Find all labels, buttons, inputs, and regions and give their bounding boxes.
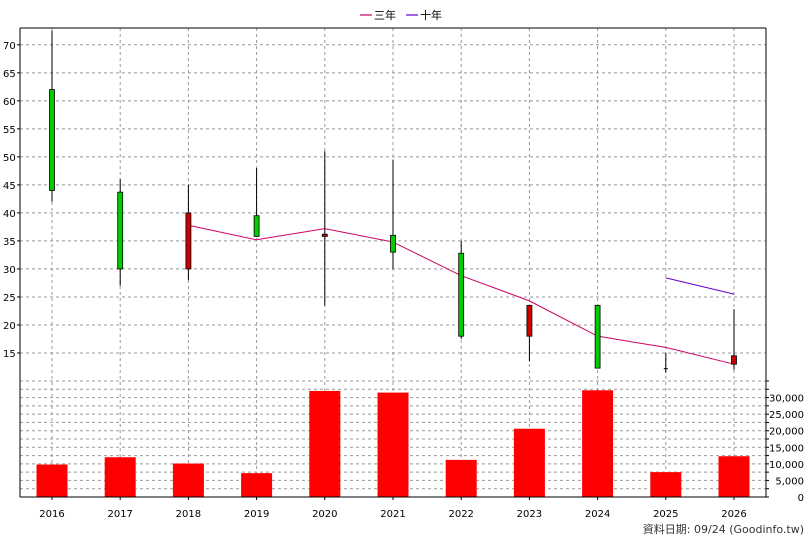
candle-body bbox=[253, 215, 260, 237]
year-tick-label: 2023 bbox=[517, 509, 542, 520]
volume-bar bbox=[309, 390, 341, 497]
candle-body bbox=[185, 212, 192, 270]
candle-body bbox=[731, 355, 737, 365]
volume-bar bbox=[582, 390, 614, 497]
price-tick-label: 50 bbox=[3, 153, 16, 164]
price-tick-label: 30 bbox=[3, 265, 16, 276]
candle-body bbox=[594, 304, 601, 369]
volume-tick-label: 15,000 bbox=[769, 443, 804, 454]
volume-tick-label: 30,000 bbox=[769, 394, 804, 405]
year-tick-label: 2020 bbox=[312, 509, 337, 520]
volume-bars bbox=[36, 390, 750, 497]
candle-body bbox=[390, 234, 396, 253]
ma-line bbox=[665, 277, 735, 295]
volume-bar bbox=[104, 457, 136, 497]
price-tick-label: 65 bbox=[3, 69, 16, 80]
source-date-label: 資料日期: 09/24 (Goodinfo.tw) bbox=[643, 522, 804, 536]
volume-bar bbox=[445, 459, 477, 497]
price-tick-label: 40 bbox=[3, 209, 16, 220]
candle-body bbox=[49, 89, 55, 191]
volume-tick-label: 5,000 bbox=[775, 476, 804, 487]
volume-bar bbox=[241, 473, 273, 497]
candle-body bbox=[458, 252, 465, 337]
year-tick-label: 2022 bbox=[448, 509, 473, 520]
volume-bar bbox=[172, 463, 204, 497]
price-tick-label: 55 bbox=[3, 125, 16, 136]
year-tick-label: 2017 bbox=[107, 509, 132, 520]
volume-tick-label: 25,000 bbox=[769, 410, 804, 421]
price-tick-label: 70 bbox=[3, 41, 16, 52]
year-tick-labels: 2016 2017 2018 2019 2020 2021 2022 2023 2024 2025… bbox=[39, 497, 747, 520]
volume-bar bbox=[513, 428, 545, 497]
volume-bar bbox=[377, 392, 409, 497]
legend-entry: 十年 bbox=[420, 8, 442, 22]
year-tick-label: 2024 bbox=[585, 509, 610, 520]
candle-body bbox=[526, 304, 533, 337]
volume-tick-label: 10,000 bbox=[769, 460, 804, 471]
price-tick-label: 45 bbox=[3, 181, 16, 192]
legend-entry: 三年 bbox=[374, 8, 396, 22]
year-tick-label: 2025 bbox=[653, 509, 678, 520]
year-tick-label: 2019 bbox=[244, 509, 269, 520]
volume-tick-labels: 0 5,000 10,000 15,000 20,000 25,000 30,000 bbox=[766, 380, 804, 504]
price-tick-label: 35 bbox=[3, 237, 16, 248]
legend: 三年 十年 bbox=[360, 8, 442, 22]
price-tick-label: 60 bbox=[3, 97, 16, 108]
year-tick-label: 2018 bbox=[176, 509, 201, 520]
year-tick-label: 2021 bbox=[380, 509, 405, 520]
year-tick-label: 2026 bbox=[721, 509, 746, 520]
volume-bar bbox=[650, 472, 682, 497]
candle-body bbox=[321, 233, 328, 237]
price-tick-labels: 15 20 25 30 35 40 45 50 55 60 65 70 bbox=[3, 41, 20, 360]
volume-bar bbox=[36, 464, 68, 497]
year-tick-label: 2016 bbox=[39, 509, 64, 520]
candle-body bbox=[117, 191, 124, 270]
candlesticks bbox=[49, 30, 737, 373]
price-tick-label: 25 bbox=[3, 293, 16, 304]
volume-tick-label: 0 bbox=[798, 493, 804, 504]
volume-bar bbox=[718, 456, 750, 497]
price-tick-label: 15 bbox=[3, 349, 16, 360]
price-tick-label: 20 bbox=[3, 321, 16, 332]
volume-tick-label: 20,000 bbox=[769, 427, 804, 438]
